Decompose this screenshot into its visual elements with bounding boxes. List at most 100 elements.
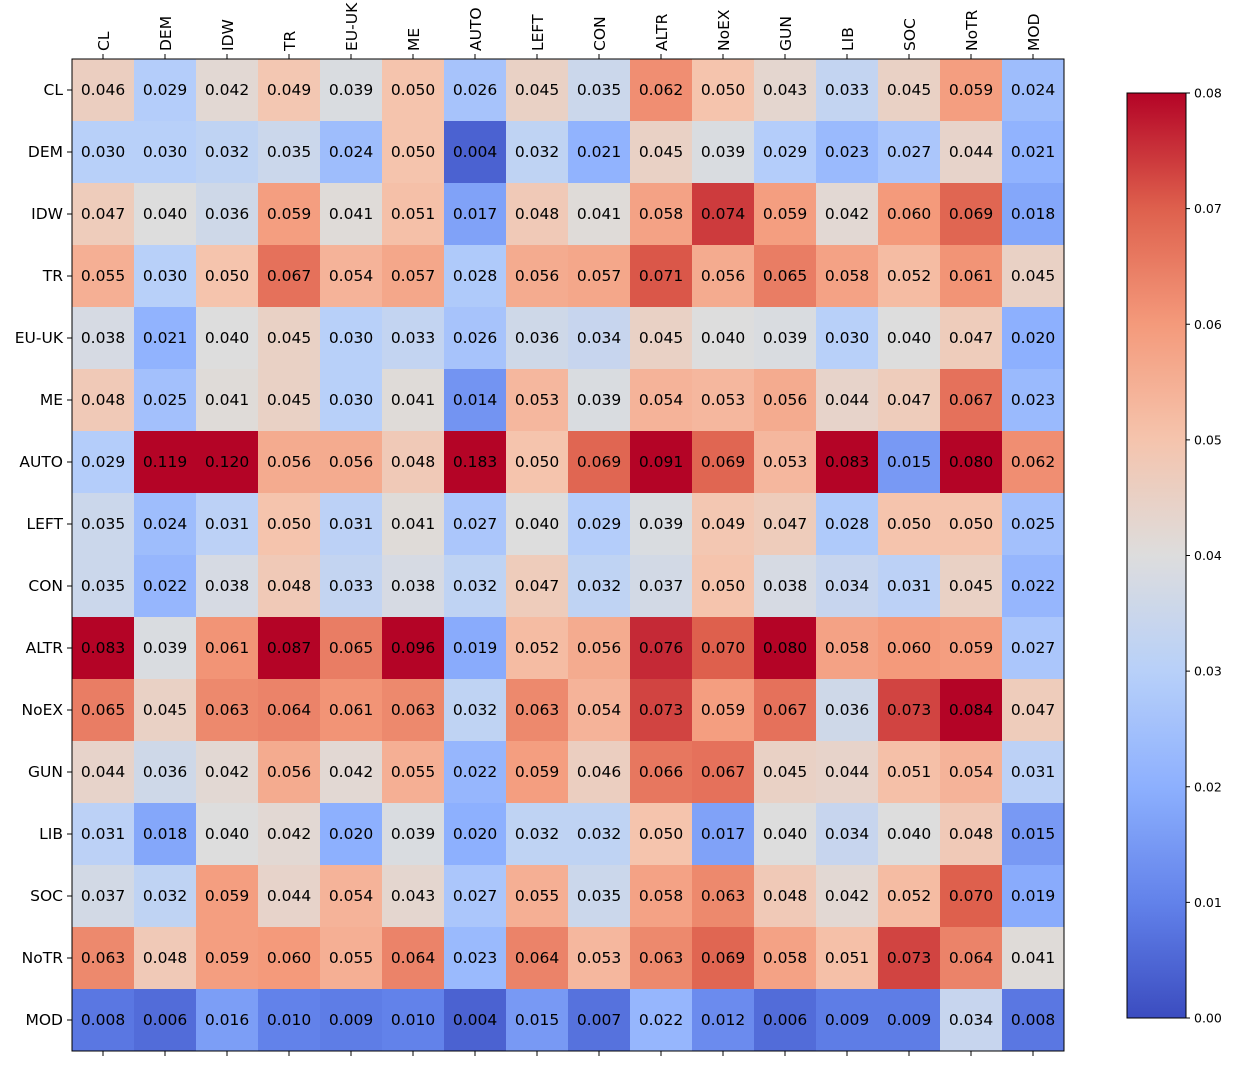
cell-label: 0.059 — [205, 949, 249, 967]
cell-label: 0.028 — [825, 515, 869, 533]
cell-label: 0.038 — [205, 577, 249, 595]
cell-label: 0.040 — [763, 825, 807, 843]
cell-label: 0.021 — [143, 329, 187, 347]
heatmap-cell-NoEX-NoEX — [692, 679, 755, 742]
heatmap-cell-DEM-MOD — [1002, 121, 1065, 184]
cell-label: 0.049 — [701, 515, 745, 533]
heatmap-cell-GUN-AUTO — [444, 741, 507, 804]
heatmap-cell-IDW-ALTR — [630, 183, 693, 246]
cell-label: 0.012 — [701, 1011, 745, 1029]
cell-label: 0.040 — [701, 329, 745, 347]
heatmap-cell-MOD-DEM — [134, 989, 197, 1052]
heatmap-cell-ME-MOD — [1002, 369, 1065, 432]
heatmap-cell-EU-UK-DEM — [134, 307, 197, 370]
heatmap-cell-CL-LIB — [816, 59, 879, 122]
heatmap-cell-LIB-NoTR — [940, 803, 1003, 866]
heatmap-cell-SOC-IDW — [196, 865, 259, 928]
y-tick-label: CL — [44, 81, 64, 99]
cell-label: 0.059 — [267, 205, 311, 223]
x-tick-label: AUTO — [467, 7, 485, 51]
cell-label: 0.047 — [515, 577, 559, 595]
cell-label: 0.045 — [515, 81, 559, 99]
cell-label: 0.032 — [515, 825, 559, 843]
cell-label: 0.032 — [205, 143, 249, 161]
cell-label: 0.009 — [887, 1011, 931, 1029]
heatmap-cell-ALTR-GUN — [754, 617, 817, 680]
cell-label: 0.015 — [1011, 825, 1055, 843]
cell-label: 0.018 — [143, 825, 187, 843]
colorbar-gradient — [1126, 92, 1187, 1019]
cell-label: 0.057 — [577, 267, 621, 285]
cell-label: 0.037 — [81, 887, 125, 905]
cell-label: 0.030 — [81, 143, 125, 161]
x-tick-label: LEFT — [529, 14, 547, 51]
heatmap-cell-SOC-CON — [568, 865, 631, 928]
cell-label: 0.050 — [515, 453, 559, 471]
x-axis-ticks: CL DEM IDW TR EU-UK ME AUTO LEFT CON ALTR NoEX GUN L… — [95, 2, 1043, 1056]
heatmap-cell-MOD-GUN — [754, 989, 817, 1052]
cell-label: 0.021 — [577, 143, 621, 161]
cell-label: 0.060 — [887, 639, 931, 657]
cell-label: 0.031 — [1011, 763, 1055, 781]
heatmap-cell-CON-GUN — [754, 555, 817, 618]
cell-label: 0.030 — [329, 329, 373, 347]
cell-label: 0.063 — [701, 887, 745, 905]
cell-label: 0.038 — [81, 329, 125, 347]
heatmap-cell-IDW-NoEX — [692, 183, 755, 246]
colorbar-tick-label: 0.06 — [1194, 317, 1222, 332]
cell-label: 0.006 — [143, 1011, 187, 1029]
cell-label: 0.041 — [391, 515, 435, 533]
cell-label: 0.051 — [825, 949, 869, 967]
cell-label: 0.031 — [81, 825, 125, 843]
cell-label: 0.050 — [701, 81, 745, 99]
cell-label: 0.022 — [143, 577, 187, 595]
heatmap-cell-NoTR-ME — [382, 927, 445, 990]
cell-label: 0.060 — [267, 949, 311, 967]
heatmap-cell-NoEX-ME — [382, 679, 445, 742]
cell-label: 0.030 — [143, 143, 187, 161]
heatmap-cell-CL-CON — [568, 59, 631, 122]
heatmap-cell-LIB-SOC — [878, 803, 941, 866]
heatmap-cell-ME-TR — [258, 369, 321, 432]
cell-label: 0.034 — [825, 825, 869, 843]
cell-label: 0.050 — [391, 81, 435, 99]
cell-label: 0.052 — [515, 639, 559, 657]
cell-label: 0.091 — [639, 453, 683, 471]
cell-label: 0.039 — [391, 825, 435, 843]
heatmap-cell-DEM-AUTO — [444, 121, 507, 184]
heatmap-cell-LIB-IDW — [196, 803, 259, 866]
heatmap-cell-MOD-EU-UK — [320, 989, 383, 1052]
heatmap-cells — [72, 59, 1065, 1052]
heatmap-cell-labels: 0.046 0.029 0.042 0.049 0.039 0.050 0.026 0.045… — [81, 81, 1055, 1029]
cell-label: 0.096 — [391, 639, 435, 657]
heatmap-cell-SOC-NoEX — [692, 865, 755, 928]
heatmap-cell-ME-GUN — [754, 369, 817, 432]
cell-label: 0.027 — [887, 143, 931, 161]
heatmap-cell-LEFT-LEFT — [506, 493, 569, 556]
heatmap-cell-IDW-IDW — [196, 183, 259, 246]
heatmap-cell-NoEX-ALTR — [630, 679, 693, 742]
heatmap-cell-AUTO-MOD — [1002, 431, 1065, 494]
cell-label: 0.022 — [639, 1011, 683, 1029]
cell-label: 0.036 — [515, 329, 559, 347]
cell-label: 0.025 — [1011, 515, 1055, 533]
heatmap-cell-AUTO-DEM — [134, 431, 197, 494]
cell-label: 0.058 — [763, 949, 807, 967]
cell-label: 0.035 — [81, 515, 125, 533]
cell-label: 0.035 — [577, 81, 621, 99]
heatmap-cell-MOD-NoEX — [692, 989, 755, 1052]
cell-label: 0.030 — [329, 391, 373, 409]
heatmap-cell-ALTR-EU-UK — [320, 617, 383, 680]
cell-label: 0.026 — [453, 81, 497, 99]
heatmap-cell-EU-UK-NoTR — [940, 307, 1003, 370]
heatmap-cell-MOD-SOC — [878, 989, 941, 1052]
cell-label: 0.034 — [825, 577, 869, 595]
cell-label: 0.035 — [81, 577, 125, 595]
heatmap-cell-EU-UK-CL — [72, 307, 135, 370]
colorbar-tick-label: 0.04 — [1194, 548, 1222, 563]
cell-label: 0.041 — [577, 205, 621, 223]
heatmap-cell-CON-LEFT — [506, 555, 569, 618]
heatmap-cell-ALTR-MOD — [1002, 617, 1065, 680]
cell-label: 0.009 — [825, 1011, 869, 1029]
